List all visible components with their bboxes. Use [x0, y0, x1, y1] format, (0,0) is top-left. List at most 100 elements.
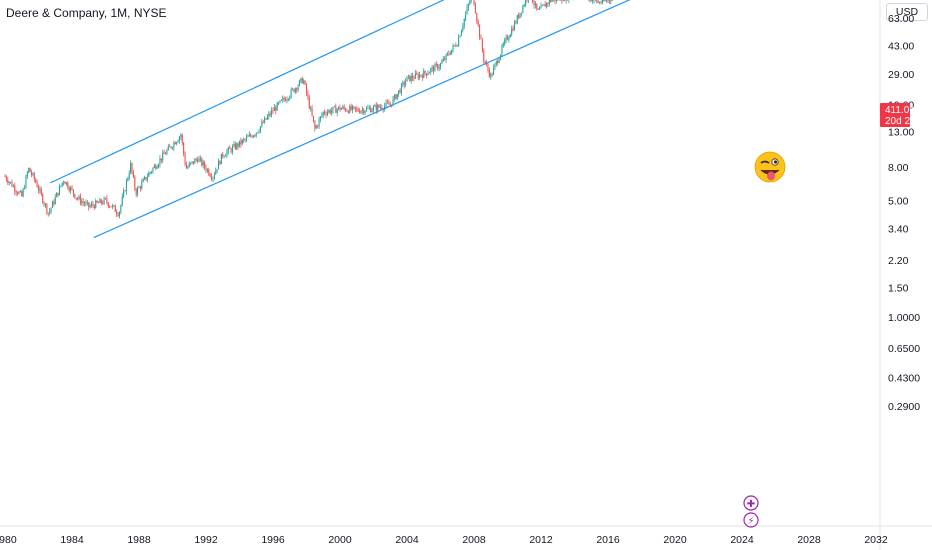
candle	[512, 25, 514, 32]
candle	[470, 0, 472, 4]
candle	[250, 133, 252, 138]
candle	[107, 202, 109, 209]
candle	[449, 51, 451, 56]
last-price-badge: 411.01 20d 2h	[880, 103, 916, 127]
candle	[273, 103, 275, 112]
candle	[156, 164, 158, 169]
candle	[285, 96, 287, 102]
last-price-value: 411.01	[885, 105, 915, 116]
candle	[160, 158, 162, 164]
candle	[336, 108, 338, 117]
candle	[173, 140, 175, 152]
candle	[74, 193, 76, 199]
candle	[209, 172, 211, 178]
candle	[137, 186, 139, 197]
channel-upper-line[interactable]	[49, 0, 817, 184]
candle	[300, 77, 302, 84]
candle	[183, 141, 185, 157]
candle	[546, 2, 548, 9]
candle	[81, 198, 83, 206]
candle	[180, 133, 182, 141]
candle	[43, 201, 45, 207]
candle	[146, 173, 148, 183]
candle	[428, 71, 430, 74]
candle	[352, 104, 354, 114]
channel-lower-line[interactable]	[93, 0, 843, 239]
candle	[599, 1, 601, 5]
candle	[596, 0, 598, 4]
candle	[198, 155, 200, 163]
candle	[125, 178, 127, 195]
candle	[357, 107, 359, 113]
candle	[399, 87, 401, 94]
candle	[412, 72, 414, 82]
candle	[12, 184, 14, 188]
candle	[57, 192, 59, 198]
candle	[35, 177, 37, 184]
candle	[543, 4, 545, 6]
candle	[134, 175, 136, 192]
candle	[339, 104, 341, 112]
candle	[342, 104, 344, 110]
candle	[219, 160, 221, 166]
candle	[417, 72, 419, 81]
candle	[604, 0, 606, 2]
candle	[163, 149, 165, 154]
candle	[303, 78, 305, 85]
candle	[10, 181, 12, 184]
candle	[358, 108, 361, 114]
candle	[130, 160, 132, 175]
add-alert-button[interactable]: ✚	[743, 495, 759, 511]
candle	[343, 104, 345, 111]
candle	[326, 109, 328, 117]
candle	[244, 138, 246, 143]
candle	[593, 0, 595, 4]
candle	[473, 0, 475, 6]
wink-tongue-emoji-icon[interactable]	[754, 151, 786, 183]
candle	[423, 68, 425, 79]
x-tick-label: 1980	[0, 534, 17, 546]
candle	[103, 196, 105, 206]
time-axis[interactable]: 1980 1984 1988 1992 1996 2000 2004 2008 2012 2016…	[0, 534, 888, 546]
candle	[251, 134, 253, 139]
candle	[325, 110, 327, 119]
candle	[398, 90, 400, 97]
candle	[32, 172, 34, 177]
candle	[305, 82, 308, 97]
candle	[5, 174, 7, 182]
candle	[509, 33, 511, 38]
candle	[442, 56, 444, 63]
candle	[222, 151, 224, 159]
candle	[513, 20, 516, 31]
candle	[44, 203, 47, 209]
candle	[601, 0, 603, 5]
candle	[275, 105, 277, 115]
candle	[102, 200, 104, 205]
candle	[430, 67, 432, 76]
candle	[188, 161, 190, 168]
candle	[53, 199, 55, 207]
candle	[474, 1, 476, 14]
candle	[409, 75, 411, 82]
candle	[280, 99, 282, 101]
candle	[197, 156, 199, 164]
candle	[462, 22, 464, 33]
candle	[441, 58, 443, 64]
candle	[321, 112, 323, 119]
candle	[293, 88, 295, 93]
price-axis[interactable]: 1,800.001,200.00800.00520.00340.00225.00…	[888, 0, 929, 413]
candle	[54, 194, 56, 205]
candle	[319, 116, 322, 123]
lightning-icon: ⚡	[747, 516, 754, 527]
candle	[18, 190, 20, 195]
candle	[227, 146, 229, 155]
candle	[367, 104, 369, 109]
candle	[364, 110, 366, 115]
candle	[424, 70, 426, 76]
currency-button[interactable]: USD	[886, 3, 928, 21]
x-tick-label: 2016	[596, 534, 620, 546]
candle	[238, 140, 241, 148]
lightning-button[interactable]: ⚡	[743, 512, 759, 528]
candle	[199, 155, 201, 162]
